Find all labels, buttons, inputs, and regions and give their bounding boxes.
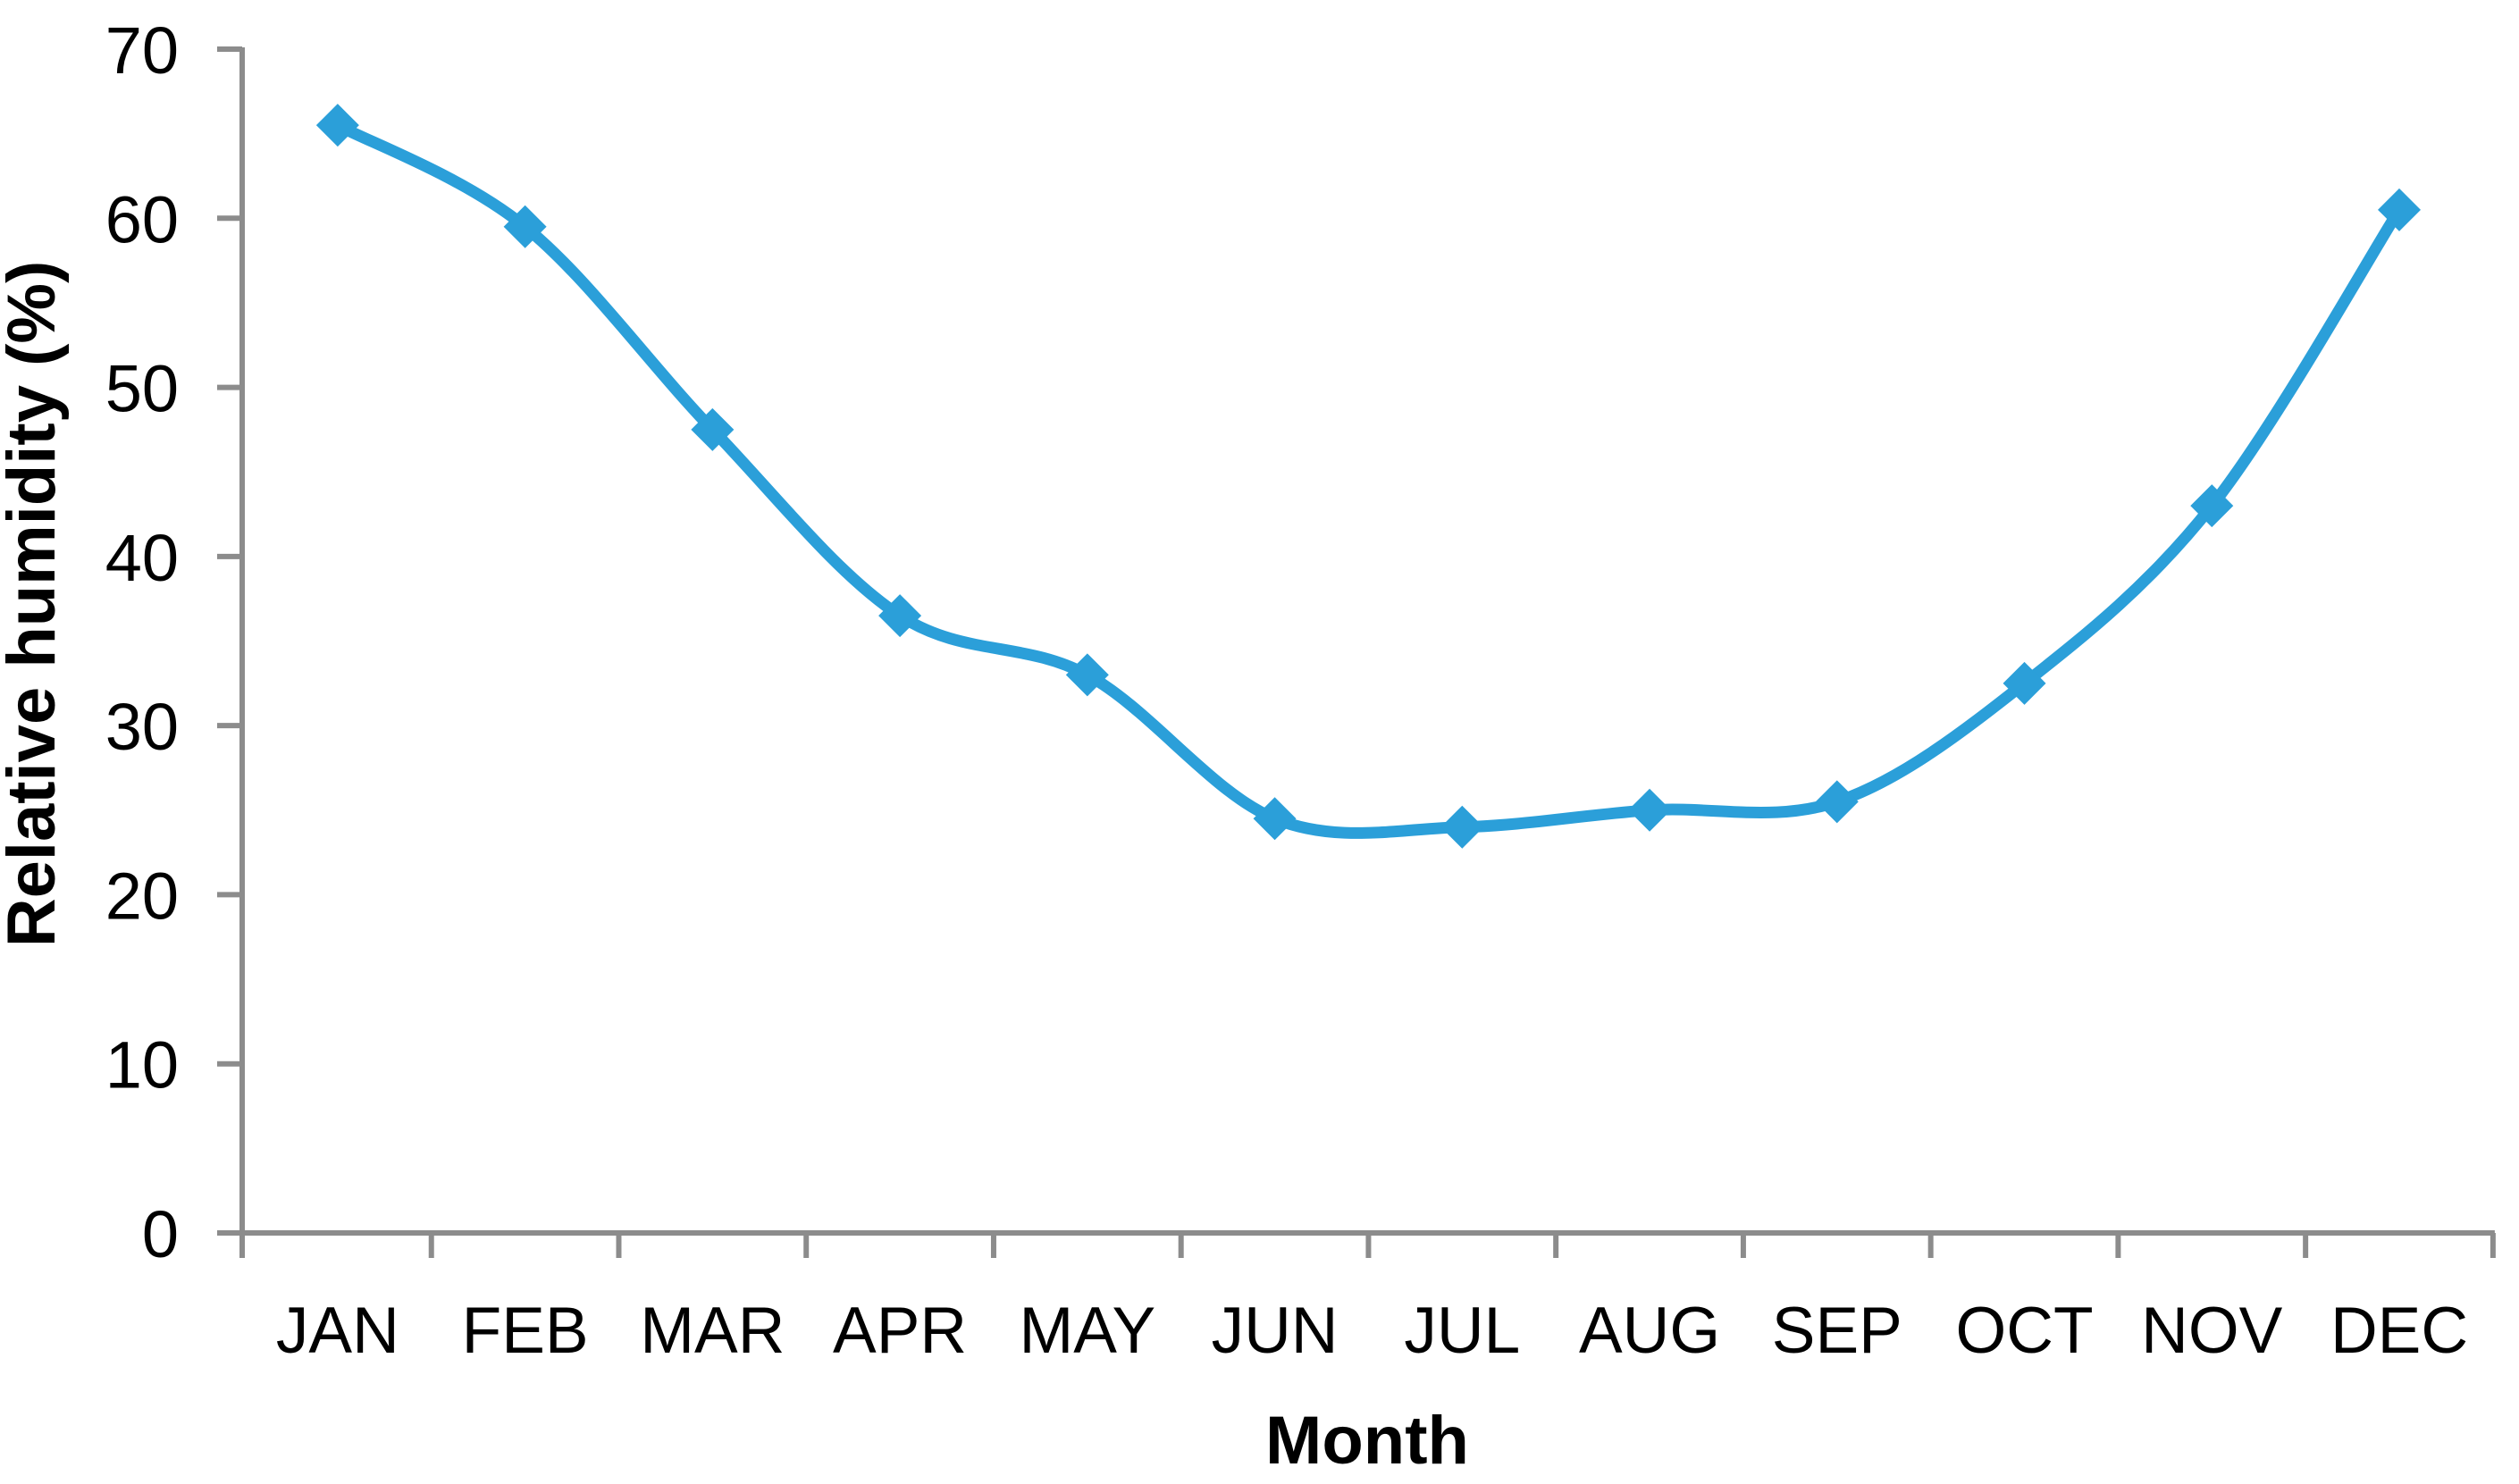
x-tick-label: DEC xyxy=(2330,1295,2468,1367)
x-axis-title: Month xyxy=(1265,1403,1469,1479)
tick-label-layer: 0 10 20 30 40 50 60 70 JAN FEB MAR APR MAY JUN JUL AUG S… xyxy=(105,13,2468,1367)
y-tick-label: 0 xyxy=(142,1197,179,1271)
x-tick-label: NOV xyxy=(2141,1295,2283,1367)
data-point-marker xyxy=(2378,188,2422,231)
x-tick-label: SEP xyxy=(1772,1295,1902,1367)
x-tick-label: JUN xyxy=(1212,1295,1339,1367)
data-point-marker xyxy=(1065,653,1109,697)
y-tick-label: 70 xyxy=(105,13,179,88)
data-point-marker xyxy=(2003,661,2046,705)
x-tick-label: FEB xyxy=(462,1295,589,1367)
x-tick-label: AUG xyxy=(1579,1295,1720,1367)
x-tick-label: MAR xyxy=(640,1295,785,1367)
data-point-marker xyxy=(315,104,359,147)
series-layer xyxy=(315,104,2422,849)
y-tick-label: 60 xyxy=(105,182,179,256)
data-point-marker xyxy=(1815,780,1859,824)
data-point-marker xyxy=(2190,484,2234,528)
x-tick-label: APR xyxy=(833,1295,967,1367)
x-tick-label: JAN xyxy=(276,1295,399,1367)
data-point-marker xyxy=(1628,788,1672,832)
x-tick-label: MAY xyxy=(1019,1295,1155,1367)
data-point-marker xyxy=(1253,797,1297,841)
x-tick-label: OCT xyxy=(1955,1295,2093,1367)
axes-layer xyxy=(217,46,2496,1258)
y-axis-title: Relative humidity (%) xyxy=(0,261,70,948)
y-tick-label: 30 xyxy=(105,690,179,764)
series-line xyxy=(332,119,2406,839)
y-tick-label: 50 xyxy=(105,352,179,426)
y-tick-label: 20 xyxy=(105,859,179,933)
y-tick-label: 40 xyxy=(105,521,179,595)
data-point-marker xyxy=(691,407,735,451)
data-point-marker xyxy=(1440,805,1484,849)
data-point-marker xyxy=(878,594,922,638)
data-point-marker xyxy=(503,205,547,248)
x-tick-label: JUL xyxy=(1404,1295,1520,1367)
y-tick-label: 10 xyxy=(105,1028,179,1103)
